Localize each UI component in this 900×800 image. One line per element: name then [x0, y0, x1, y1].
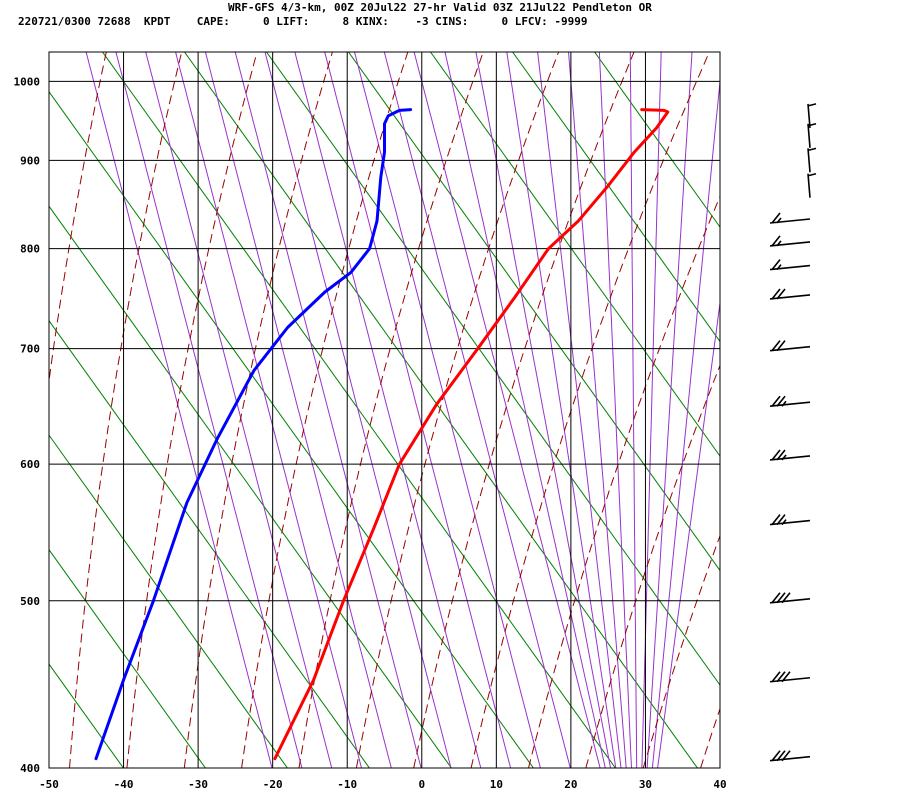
wind-barb: [769, 671, 811, 683]
mixing-ratio-line: [49, 319, 370, 768]
moist-adiabat: [657, 299, 720, 768]
dry-adiabat: [183, 52, 333, 768]
temperature-tick-labels: -50 -40 -30 -20 -10 0 10 20 30 40: [39, 778, 727, 791]
pressure-tick-label: 1000: [14, 75, 41, 88]
moist-adiabat: [506, 52, 617, 768]
dry-adiabat: [49, 52, 107, 385]
moist-adiabat: [145, 52, 333, 768]
moist-adiabat: [444, 52, 606, 768]
pressure-tick-label: 400: [20, 762, 40, 775]
temperature-tick-label: -50: [39, 778, 59, 791]
pressure-tick-label: 600: [20, 458, 40, 471]
moist-adiabat: [175, 52, 362, 768]
mixing-ratio-line: [512, 52, 720, 343]
wind-barb: [769, 259, 811, 271]
temperature-tick-label: -10: [337, 778, 357, 791]
moist-adiabat: [294, 52, 482, 768]
wind-barb: [807, 147, 817, 173]
moist-adiabats: [85, 52, 720, 768]
temperature-tick-label: 20: [564, 778, 577, 791]
dry-adiabat: [69, 52, 183, 768]
wind-barb: [807, 103, 817, 128]
mixing-ratio-line: [348, 52, 720, 572]
wind-barb: [769, 395, 811, 407]
temperature-tick-label: -40: [114, 778, 134, 791]
pressure-tick-label: 700: [20, 343, 40, 356]
wind-barb: [769, 514, 811, 526]
sounding-traces: [94, 108, 670, 761]
temperature-tick-label: -30: [188, 778, 208, 791]
wind-barb: [769, 212, 811, 224]
dry-adiabat: [642, 534, 720, 768]
mixing-ratio-line: [49, 548, 206, 768]
temperature-tick-label: 40: [713, 778, 726, 791]
temperature-trace: [273, 108, 670, 761]
dry-adiabat: [126, 52, 258, 768]
dry-adiabat: [528, 195, 720, 768]
wind-barb: [769, 235, 811, 247]
dewpoint-trace: [94, 108, 413, 761]
dry-adiabat: [700, 707, 720, 768]
moist-adiabat: [651, 76, 720, 768]
moist-adiabat: [115, 52, 303, 768]
moist-adiabat: [324, 52, 512, 768]
wind-barb: [769, 340, 811, 352]
moist-adiabat: [85, 52, 273, 768]
moist-adiabat: [264, 52, 452, 768]
mixing-ratio-line: [49, 663, 124, 768]
mixing-ratio-line: [49, 90, 534, 768]
mixing-ratio-line: [266, 52, 720, 686]
dry-adiabat: [873, 52, 900, 768]
moist-adiabat: [646, 52, 693, 768]
wind-barbs: [769, 103, 817, 762]
temperature-tick-label: 30: [639, 778, 652, 791]
temperature-tick-label: 0: [418, 778, 425, 791]
moist-adiabat: [537, 52, 622, 768]
dry-adiabats: [49, 52, 900, 768]
wind-barb: [769, 449, 811, 461]
moist-adiabat: [598, 52, 632, 768]
moist-adiabat: [234, 52, 422, 768]
dry-adiabat: [470, 52, 710, 768]
moist-adiabat: [354, 52, 541, 768]
chart-subtitle: 220721/0300 72688 KPDT CAPE: 0 LIFT: 8 K…: [18, 15, 588, 28]
moist-adiabat: [568, 52, 627, 768]
moist-adiabat: [629, 52, 638, 768]
mixing-ratio-line: [102, 52, 616, 768]
wind-barb: [769, 750, 811, 762]
chart-title: WRF-GFS 4/3-km, 00Z 20Jul22 27-hr Valid …: [228, 1, 652, 14]
wind-barb: [807, 172, 817, 198]
pressure-tick-labels: 400 500 600 700 800 900 1000: [14, 75, 41, 775]
mixing-ratio-line: [49, 205, 452, 768]
dry-adiabat: [585, 364, 720, 768]
mixing-ratio-line: [49, 434, 288, 768]
dry-adiabat: [815, 52, 900, 768]
wind-barb: [769, 288, 811, 300]
moist-adiabat: [204, 52, 392, 768]
temperature-tick-label: -20: [263, 778, 283, 791]
dry-adiabat: [758, 52, 900, 768]
moist-adiabat: [641, 52, 662, 768]
dry-adiabat: [241, 52, 409, 768]
dry-adiabat: [355, 52, 560, 768]
moist-adiabat: [413, 52, 601, 768]
dry-adiabat: [298, 52, 484, 768]
pressure-tick-label: 500: [20, 595, 40, 608]
mixing-ratio-line: [594, 52, 720, 228]
plot-frame: [48, 51, 721, 769]
mixing-ratio-lines: [49, 52, 720, 768]
dry-adiabat: [413, 52, 635, 768]
wind-barb: [769, 592, 811, 604]
moist-adiabat: [383, 52, 571, 768]
pressure-tick-label: 800: [20, 243, 40, 256]
temperature-tick-label: 10: [490, 778, 503, 791]
mixing-ratio-line: [184, 52, 698, 768]
pressure-tick-label: 900: [20, 154, 40, 167]
mixing-ratio-line: [430, 52, 720, 457]
